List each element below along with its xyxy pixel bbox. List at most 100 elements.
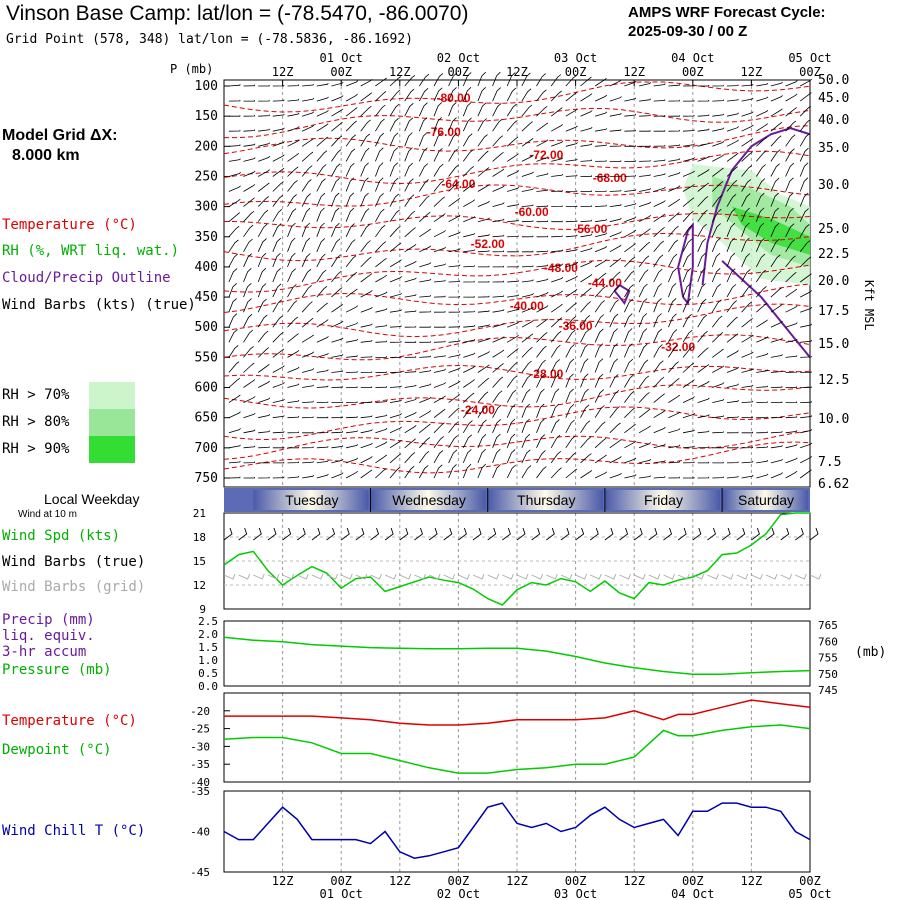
local-weekday-label: Local Weekday [44,491,140,507]
wind-barb [697,238,707,252]
wind-barb [726,333,739,343]
wind-barb [375,193,384,207]
wind-barb [419,369,432,373]
wind-barb [726,237,735,252]
wind-barb [492,390,503,403]
wind-barb-true [238,527,248,541]
wind-barb [404,356,417,358]
wind-barb [257,252,267,268]
wind-barb-true [692,527,702,541]
isotherm-label: -64.00 [441,177,475,191]
wind-barb [375,324,388,328]
wind-barb [463,232,476,238]
wind-barb [741,193,751,207]
wind-barb [389,76,402,87]
wind-barb [682,412,695,419]
wind-barb [580,190,592,192]
wind-barb [272,252,281,268]
wind-barb [258,128,270,132]
wind-barb [741,253,751,268]
wind-barb [638,328,648,343]
wind-barb [418,147,428,162]
wind-barb [682,210,694,222]
wind-barb-grid [355,573,368,580]
wind-barb [682,268,692,283]
wind-barb [389,177,399,192]
wind-barb [477,281,490,283]
wind-barb [756,385,768,388]
wind-barb [258,114,270,117]
wind-barb [272,113,285,117]
wind-barb [492,419,501,433]
top-hour-tick: 12Z [623,65,645,79]
wind-barb [638,392,650,403]
top-hour-tick: 00Z [682,65,704,79]
wind-barb [756,473,769,479]
wind-barb [785,192,794,207]
wind-barb [594,314,605,328]
wind-barb [316,473,329,479]
height-tick: 30.0 [818,178,849,193]
wind-barb [770,458,783,464]
wind-barb [433,436,445,449]
wind-barb [668,171,681,177]
wind-barb [507,203,520,207]
wind-barb [770,401,783,403]
wind-barb [726,300,737,313]
wind-barb [375,274,388,283]
wind-barb [639,114,651,117]
wind-barb [243,329,254,343]
wind-barb [302,384,314,388]
legend-temperature: Temperature (°C) [2,217,137,233]
wind-barb [521,320,534,328]
wind-barb [756,109,769,117]
temperature-isotherm [224,107,811,139]
height-tick: 12.5 [818,373,849,388]
wind-barb [506,464,516,479]
wind-barb [580,358,589,373]
wind-barb [404,117,414,132]
wind-barb [360,119,371,132]
wind-barb [609,129,622,132]
wind-barb [668,377,680,388]
wind-barb [536,89,547,102]
pressure-tick: 200 [195,139,218,154]
wind-barb-grid [297,573,309,580]
wind-barb [551,220,563,223]
wind-barb [580,453,592,464]
wind-barb [258,414,271,419]
wind-barb [682,461,695,464]
wind-barb [755,269,766,283]
wind-barb [433,408,446,419]
wind-barb [638,408,651,419]
wind-barb [477,405,488,418]
wind-barb [741,111,754,117]
wind-barb [331,254,341,268]
wind-barb [755,286,767,298]
wind-barb [507,170,520,177]
wind-barb [331,149,342,162]
bottom-hour-tick: 00Z [330,874,352,888]
wind-barb [404,147,413,162]
wind-barb [404,210,416,222]
wind-barb [462,406,474,418]
height-tick: 15.0 [818,337,849,352]
wind-barb [433,279,446,283]
wind-barb [624,407,636,418]
wind-barb [697,128,710,132]
wind-barb [639,187,652,192]
wind-barb [345,207,355,222]
wind-barb [506,72,516,87]
wind-barb [711,252,721,268]
wind-barb [785,207,794,222]
wind-barb [448,464,457,479]
wind-barb [726,98,739,102]
wind-barb [595,175,607,177]
wind-barb [770,337,783,343]
wind-barb [756,352,769,358]
model-grid-value: 8.000 km [12,147,80,164]
wind-barb [345,239,356,253]
wind-barb [257,223,268,237]
wind-barb [536,105,548,117]
wind-barb [506,334,519,343]
